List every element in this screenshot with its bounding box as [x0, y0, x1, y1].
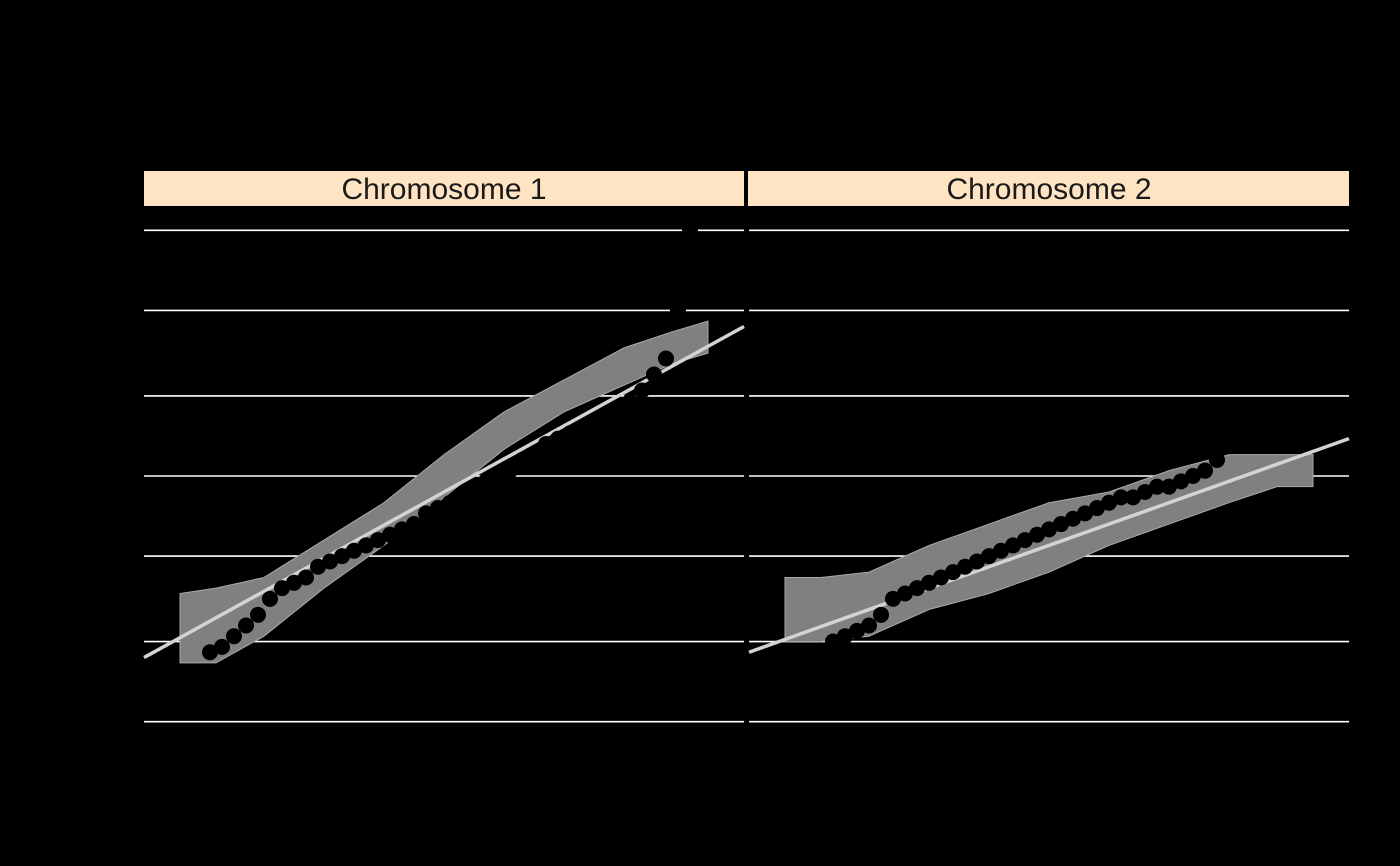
panel-2-data-point — [825, 633, 841, 650]
panel-1-data-point — [550, 430, 566, 447]
panel-1-data-point — [478, 473, 494, 490]
panel-1-data-point — [574, 419, 590, 436]
panel-1-data-point — [346, 542, 362, 559]
panel-1-data-point — [502, 462, 518, 479]
panel-1-data-point — [586, 414, 602, 431]
panel-2-data-point — [897, 585, 913, 602]
panel-2-data-point — [909, 580, 925, 597]
panel-1-data-point — [334, 548, 350, 565]
panel-1-data-point — [250, 606, 266, 623]
panel-2-data-point — [1197, 462, 1213, 479]
panel-1-data-point — [466, 484, 482, 501]
panel-2-data-point — [1053, 516, 1069, 533]
panel-2-data-point — [1173, 473, 1189, 490]
panel-2-data-point — [1101, 494, 1117, 511]
panel-2-gridlines — [749, 229, 1349, 723]
panel-1-data-point — [634, 382, 650, 399]
panel-2-data-point — [969, 553, 985, 570]
panel-chromosome-2: Chromosome 2 — [746, 169, 1351, 723]
panel-2-data-point — [921, 574, 937, 591]
panel-1-data-point — [442, 494, 458, 511]
panel-2-points — [825, 451, 1225, 650]
panel-2-data-point — [1161, 478, 1177, 495]
panel-2-data-point — [1125, 489, 1141, 506]
panel-1-data-point — [538, 435, 554, 452]
panel-2-data-point — [1137, 484, 1153, 501]
panel-1-reference-line — [143, 324, 745, 660]
panel-1-data-point — [322, 553, 338, 570]
panel-1-data-point — [454, 489, 470, 506]
panel-1-points — [202, 222, 698, 661]
panel-1-data-point — [286, 574, 302, 591]
panel-2-data-point — [837, 628, 853, 645]
panel-1-data-point — [526, 446, 542, 463]
panel-2-data-point — [1077, 505, 1093, 522]
panel-1-data-point — [562, 425, 578, 442]
panel-1-data-point — [394, 521, 410, 538]
panel-1-data-point — [214, 638, 230, 655]
panel-2-qq-line — [748, 436, 1350, 654]
panel-2-data-point — [849, 622, 865, 639]
panel-1-qq-line — [143, 324, 745, 660]
panel-1-data-point — [430, 500, 446, 517]
panel-2-data-point — [1017, 532, 1033, 549]
panel-1-data-point — [382, 526, 398, 543]
panel-2-data-point — [981, 548, 997, 565]
panel-2-data-point — [1185, 468, 1201, 484]
panel-1-data-point — [370, 532, 386, 549]
panel-1-data-point — [514, 451, 530, 468]
panel-2-data-point — [873, 606, 889, 623]
panel-1-data-point — [358, 537, 374, 554]
panel-2-data-point — [1029, 526, 1045, 543]
panel-1-data-point — [274, 580, 290, 597]
panel-2-reference-line — [748, 436, 1350, 654]
panel-1-data-point — [598, 409, 614, 426]
strip-background-chromosome-2 — [746, 169, 1351, 208]
panel-2-data-point — [885, 590, 901, 607]
panel-1-data-point — [406, 516, 422, 533]
panel-2-data-point — [957, 558, 973, 575]
panel-1-data-point — [238, 617, 254, 634]
panel-2-data-point — [861, 617, 877, 634]
strip-label-chromosome-2: Chromosome 2 — [946, 173, 1151, 206]
panel-1-data-point — [622, 393, 638, 410]
panel-2-data-point — [1149, 478, 1165, 495]
panel-1-data-point — [298, 569, 314, 586]
panel-1-data-point — [610, 403, 626, 420]
panel-1-data-point — [646, 366, 662, 383]
strip-background-chromosome-1 — [142, 169, 746, 208]
panel-2-data-point — [1089, 500, 1105, 517]
panel-2-data-point — [933, 569, 949, 586]
panel-1-data-point — [658, 350, 674, 367]
strip-label-chromosome-1: Chromosome 1 — [341, 173, 546, 206]
panel-1-data-point — [262, 590, 278, 607]
panel-1-data-point — [490, 468, 506, 484]
panel-1-data-point — [202, 644, 218, 661]
panel-1-data-point — [226, 628, 242, 645]
panel-1-data-point — [670, 302, 686, 319]
panel-1-data-point — [682, 222, 698, 239]
panel-chromosome-1: Chromosome 1 — [142, 169, 746, 723]
panel-1-data-point — [310, 558, 326, 575]
panel-1-data-point — [418, 505, 434, 522]
panel-2-data-point — [1041, 521, 1057, 538]
panel-2-data-point — [1005, 537, 1021, 554]
panel-2-data-point — [945, 564, 961, 581]
panel-2-data-point — [1113, 489, 1129, 506]
panel-2-data-point — [993, 542, 1009, 559]
panel-2-data-point — [1065, 510, 1081, 527]
panel-2-data-point — [1209, 451, 1225, 468]
